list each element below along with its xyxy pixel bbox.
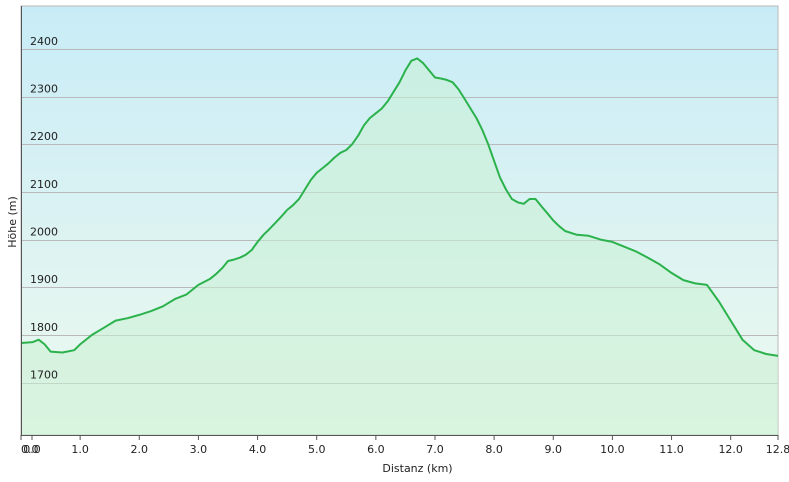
y-tick-label: 2200 (30, 130, 58, 143)
x-tick-label: 9.0 (545, 443, 563, 456)
elevation-line (20, 57, 779, 357)
y-axis-title: Höhe (m) (6, 196, 19, 248)
x-axis-title: Distanz (km) (382, 462, 452, 475)
y-tick-label: 2400 (30, 35, 58, 48)
x-tick-label: 1.0 (71, 443, 89, 456)
y-tick-label: 1700 (30, 369, 58, 382)
x-tick-label: 2.0 (131, 443, 149, 456)
x-tick-label: 5.0 (308, 443, 326, 456)
y-tick-label: 1800 (30, 321, 58, 334)
x-tick-label: 12.0 (718, 443, 743, 456)
y-tick-label: 2000 (30, 226, 58, 239)
x-tick-label: 12.8 (766, 443, 789, 456)
x-tick-label: 3.0 (190, 443, 208, 456)
x-tick-label: 11.0 (659, 443, 684, 456)
x-tick-label: 6.0 (367, 443, 385, 456)
x-tick-label: 10.0 (600, 443, 625, 456)
x-tick-label: 8.0 (485, 443, 503, 456)
x-tick-label: 0.0 (23, 443, 41, 456)
y-tick-label: 2300 (30, 83, 58, 96)
y-tick-label: 2100 (30, 178, 58, 191)
x-tick-label: 4.0 (249, 443, 267, 456)
elevation-area (21, 58, 778, 436)
x-tick-label: 0.0 (21, 443, 39, 456)
y-tick-label: 1900 (30, 273, 58, 286)
x-tick-label: 7.0 (426, 443, 444, 456)
